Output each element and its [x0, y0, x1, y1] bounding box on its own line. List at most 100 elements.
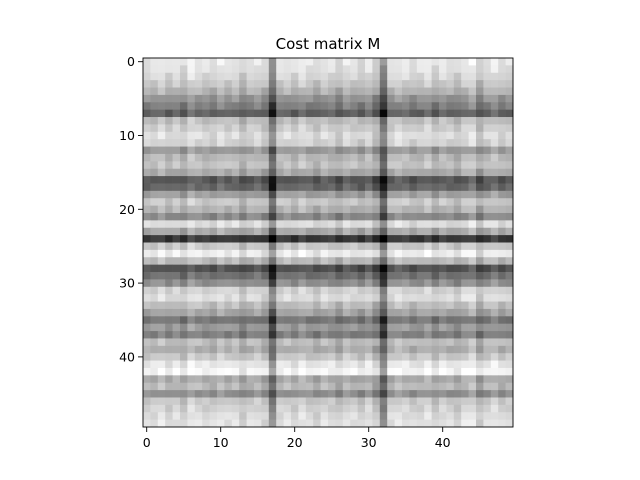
heatmap-cell — [453, 331, 462, 339]
heatmap-cell — [320, 419, 329, 428]
heatmap-cell — [490, 102, 499, 111]
heatmap-cell — [387, 308, 395, 317]
heatmap-cell — [387, 198, 395, 206]
heatmap-cell — [291, 146, 299, 155]
heatmap-cell — [320, 257, 329, 265]
heatmap-cell — [246, 279, 255, 288]
heatmap-cell — [424, 109, 432, 118]
heatmap-cell — [217, 168, 225, 177]
heatmap-cell — [246, 375, 255, 384]
heatmap-cell — [298, 153, 307, 162]
heatmap-cell — [268, 102, 277, 111]
heatmap-cell — [276, 279, 284, 288]
heatmap-cell — [157, 58, 166, 66]
heatmap-cell — [202, 404, 210, 413]
heatmap-cell — [320, 323, 329, 332]
heatmap-cell — [328, 242, 336, 251]
heatmap-cell — [409, 272, 418, 280]
heatmap-cell — [268, 168, 277, 177]
heatmap-cell — [328, 367, 336, 376]
heatmap-cell — [498, 338, 506, 347]
heatmap-cell — [209, 212, 218, 221]
heatmap-cell — [209, 412, 218, 420]
heatmap-cell — [505, 235, 514, 243]
heatmap-cell — [194, 176, 203, 184]
heatmap-cell — [224, 220, 233, 229]
heatmap-cell — [483, 360, 492, 369]
heatmap-cell — [313, 94, 321, 103]
heatmap-cell — [476, 257, 484, 265]
heatmap-cell — [424, 131, 432, 140]
heatmap-cell — [298, 220, 307, 229]
heatmap-cell — [394, 286, 403, 295]
heatmap-cell — [505, 176, 514, 184]
heatmap-cell — [468, 249, 477, 258]
heatmap-cell — [431, 404, 440, 413]
heatmap-cell — [387, 139, 395, 147]
heatmap-cell — [224, 264, 233, 273]
heatmap-cell — [194, 109, 203, 118]
heatmap-cell — [283, 294, 292, 302]
heatmap-cell — [143, 235, 151, 243]
heatmap-cell — [254, 212, 262, 221]
heatmap-cell — [202, 102, 210, 111]
heatmap-cell — [402, 205, 410, 214]
heatmap-cell — [453, 242, 462, 251]
heatmap-cell — [416, 316, 425, 325]
heatmap-cell — [505, 353, 514, 361]
heatmap-cell — [416, 345, 425, 354]
heatmap-cell — [313, 102, 321, 111]
heatmap-cell — [483, 65, 492, 74]
heatmap-cell — [172, 94, 181, 103]
heatmap-cell — [476, 176, 484, 184]
heatmap-cell — [468, 397, 477, 406]
heatmap-cell — [313, 58, 321, 66]
heatmap-cell — [194, 419, 203, 428]
heatmap-cell — [335, 176, 344, 184]
heatmap-cell — [476, 220, 484, 229]
heatmap-cell — [379, 308, 388, 317]
heatmap-cell — [468, 331, 477, 339]
heatmap-cell — [350, 58, 358, 66]
heatmap-cell — [254, 272, 262, 280]
heatmap-cell — [150, 139, 159, 147]
heatmap-cell — [194, 131, 203, 140]
heatmap-cell — [209, 220, 218, 229]
heatmap-cell — [387, 419, 395, 428]
heatmap-cell — [439, 153, 447, 162]
heatmap-cell — [320, 153, 329, 162]
heatmap-cell — [387, 94, 395, 103]
heatmap-cell — [461, 382, 469, 391]
heatmap-cell — [379, 176, 388, 184]
heatmap-cell — [498, 404, 506, 413]
heatmap-cell — [505, 257, 514, 265]
heatmap-cell — [394, 183, 403, 192]
heatmap-cell — [283, 58, 292, 66]
heatmap-cell — [394, 308, 403, 317]
heatmap-cell — [424, 353, 432, 361]
heatmap-cell — [172, 331, 181, 339]
heatmap-cell — [172, 117, 181, 125]
heatmap-cell — [409, 419, 418, 428]
heatmap-cell — [431, 183, 440, 192]
heatmap-cell — [505, 117, 514, 125]
heatmap-cell — [387, 131, 395, 140]
heatmap-cell — [431, 345, 440, 354]
heatmap-cell — [461, 87, 469, 96]
heatmap-cell — [157, 220, 166, 229]
heatmap-cell — [394, 257, 403, 265]
heatmap-cell — [453, 382, 462, 391]
heatmap-cell — [305, 316, 314, 325]
heatmap-cell — [209, 272, 218, 280]
heatmap-cell — [276, 131, 284, 140]
heatmap-cell — [194, 264, 203, 273]
heatmap-cell — [187, 345, 196, 354]
heatmap-cell — [365, 316, 373, 325]
heatmap-cell — [328, 124, 336, 133]
heatmap-cell — [305, 227, 314, 236]
heatmap-cell — [431, 87, 440, 96]
heatmap-cell — [350, 220, 358, 229]
heatmap-cell — [180, 264, 188, 273]
heatmap-cell — [446, 404, 455, 413]
heatmap-cell — [231, 205, 240, 214]
